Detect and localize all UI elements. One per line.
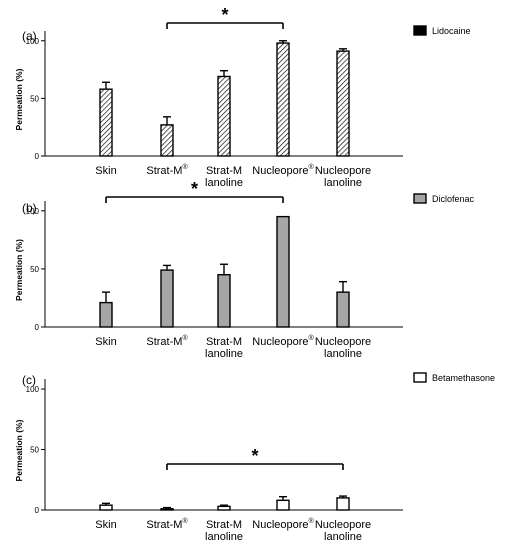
y-tick-label: 100 [26,37,40,46]
x-tick-label: Strat-M [206,165,242,177]
y-tick-label: 50 [30,265,39,274]
y-axis-label: Permeation (%) [14,239,24,301]
chart-panel-3: 0 50 100 Permeation (%) (c) Skin Strat-M® Strat… [14,372,495,543]
panel-label: (c) [22,373,36,387]
legend-label: Lidocaine [432,26,471,36]
bar [276,42,290,157]
significance-star: * [251,446,258,466]
bar [336,291,350,328]
significance-star: * [191,179,198,199]
y-tick-label: 50 [30,446,39,455]
x-tick-label: Skin [95,165,116,177]
significance-star: * [221,5,228,25]
x-tick-label: Nucleopore [315,336,371,348]
x-tick-label: Nucleopore® [252,334,314,348]
x-tick-label: lanoline [324,531,362,543]
bar [99,88,113,157]
panel-label: (b) [22,201,37,215]
x-tick-label: Strat-M® [146,517,188,531]
x-tick-label: lanoline [324,177,362,189]
legend-label: Betamethasone [432,373,495,383]
legend-swatch [413,372,427,383]
x-tick-label: Strat-M [206,336,242,348]
x-tick-label: Skin [95,336,116,348]
bar [336,497,350,511]
chart-panel-2: 0 50 100 Permeation (%) (b) Skin Strat-M® Strat… [14,179,475,360]
bar [160,508,174,511]
x-tick-label: Skin [95,519,116,531]
bar [217,505,231,511]
bar [160,269,174,328]
bar [160,124,174,157]
legend-swatch [413,25,427,36]
x-tick-label: Strat-M® [146,334,188,348]
bar [99,301,113,328]
chart-panel-1: 0 50 100 Permeation (%) (a) Skin Strat-M® Strat… [14,5,471,189]
bar [99,504,113,511]
bar [276,215,290,328]
y-tick-label: 100 [26,207,40,216]
x-tick-label: Strat-M® [146,163,188,177]
legend-swatch [413,193,427,204]
x-tick-label: Nucleopore® [252,517,314,531]
y-tick-label: 100 [26,385,40,394]
bar [336,50,350,157]
y-tick-label: 50 [30,94,39,103]
x-tick-label: lanoline [205,177,243,189]
y-tick-label: 0 [35,323,40,332]
y-tick-label: 0 [35,152,40,161]
bar [217,274,231,328]
y-axis-label: Permeation (%) [14,68,24,130]
x-tick-label: lanoline [324,348,362,360]
x-tick-label: Nucleopore® [252,163,314,177]
bar [217,75,231,157]
x-tick-label: lanoline [205,348,243,360]
bar [276,499,290,511]
panel-label: (a) [22,29,37,43]
y-tick-label: 0 [35,506,40,515]
x-tick-label: lanoline [205,531,243,543]
x-tick-label: Nucleopore [315,165,371,177]
x-tick-label: Strat-M [206,519,242,531]
x-tick-label: Nucleopore [315,519,371,531]
y-axis-label: Permeation (%) [14,419,24,481]
legend-label: Diclofenac [432,194,475,204]
